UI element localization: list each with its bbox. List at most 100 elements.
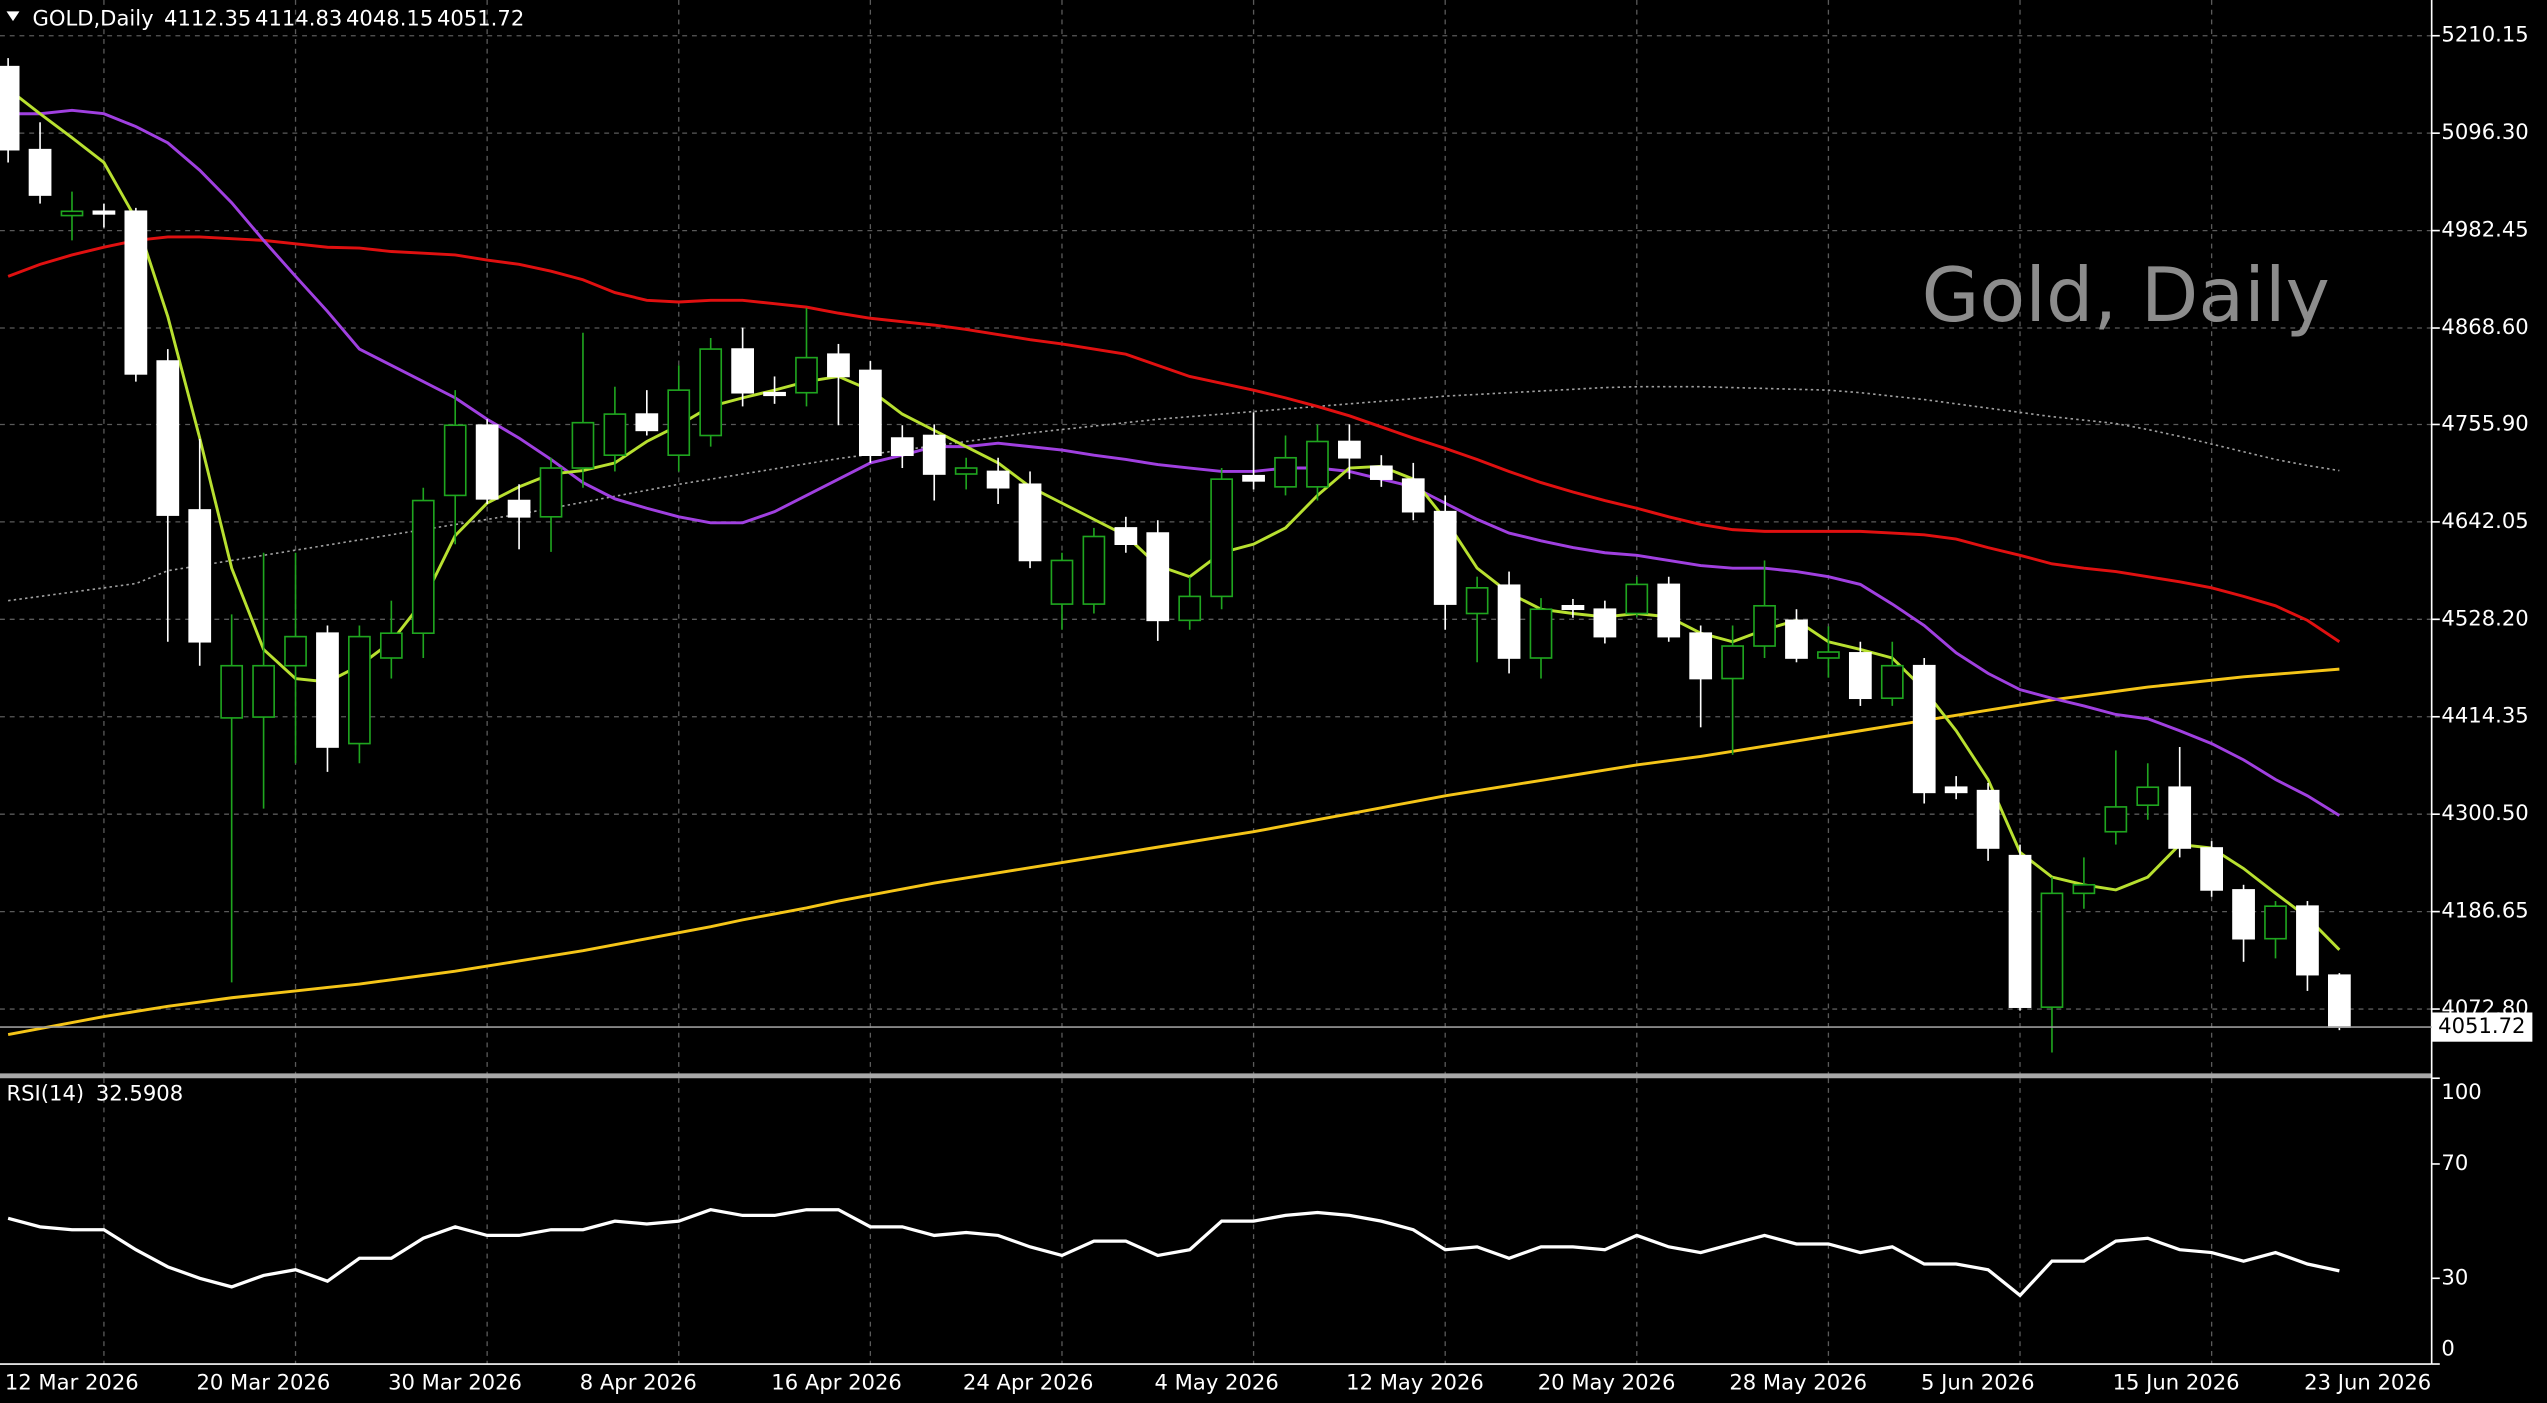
candle-body — [1817, 651, 1840, 659]
moving-average — [7, 235, 2341, 643]
candle-body — [1210, 478, 1234, 598]
candle-body — [156, 360, 180, 516]
candle-body — [2136, 786, 2160, 807]
y-tick-label: 4642.05 — [2441, 508, 2528, 533]
candle-body — [1050, 559, 1074, 605]
y-tick-label: 4528.20 — [2441, 605, 2528, 630]
candle-body — [1529, 608, 1553, 659]
candle-body — [188, 509, 212, 643]
candle-body — [443, 424, 467, 497]
candle-body — [1880, 664, 1904, 700]
candle-body — [827, 353, 850, 378]
y-tick-label: 5096.30 — [2441, 119, 2528, 144]
y-tick-label: 0 — [2441, 1335, 2454, 1360]
candle-body — [507, 499, 531, 518]
y-tick-label: 4868.60 — [2441, 314, 2528, 339]
candle-body — [1848, 652, 1872, 700]
y-tick-label: 100 — [2441, 1079, 2481, 1104]
y-tick-label: 4300.50 — [2441, 800, 2528, 825]
rsi-value: 32.5908 — [96, 1080, 183, 1105]
candle-body — [986, 470, 1010, 489]
candle-body — [2328, 974, 2351, 1028]
candle-body — [1433, 510, 1457, 605]
candle-body — [411, 499, 435, 635]
candle-body — [1561, 604, 1585, 611]
candle-body — [316, 632, 339, 748]
y-tick-label: 4982.45 — [2441, 217, 2528, 242]
last-low: 4048.15 — [346, 5, 433, 30]
grid-layer — [0, 0, 2432, 1365]
y-tick-label: 4186.65 — [2441, 898, 2528, 923]
candle-body — [922, 434, 946, 475]
y-tick-label: 4414.35 — [2441, 703, 2528, 728]
x-tick-label: 20 May 2026 — [1538, 1370, 1676, 1395]
watermark: Gold, Daily — [1922, 252, 2330, 339]
y-tick-label: 5210.15 — [2441, 22, 2528, 47]
candle-body — [731, 348, 754, 394]
candle-body — [858, 369, 882, 456]
candle-body — [1114, 527, 1138, 546]
candle-body — [1657, 583, 1681, 638]
candle-body — [1721, 645, 1744, 680]
candle-body — [1146, 532, 1170, 622]
candle-body — [2008, 854, 2032, 1008]
x-tick-label: 23 Jun 2026 — [2304, 1370, 2431, 1395]
candle-body — [284, 635, 307, 667]
candle-body — [1178, 595, 1202, 622]
candle-body — [92, 210, 116, 215]
candle-body — [475, 424, 499, 500]
candle-body — [0, 65, 20, 151]
rsi-title: RSI(14) — [6, 1080, 84, 1105]
rsi-line — [7, 1208, 2340, 1298]
candle-body — [571, 421, 595, 469]
x-tick-label: 12 Mar 2026 — [5, 1370, 139, 1395]
candle-body — [220, 664, 244, 719]
candle-body — [2104, 806, 2128, 833]
x-tick-label: 5 Jun 2026 — [1921, 1370, 2035, 1395]
candle-body — [1018, 483, 1042, 562]
menu-triangle[interactable] — [6, 11, 20, 22]
candle-body — [28, 148, 52, 196]
x-tick-label: 16 Apr 2026 — [771, 1370, 902, 1395]
last-open: 4112.35 — [164, 5, 251, 30]
x-tick-label: 8 Apr 2026 — [580, 1370, 697, 1395]
candle-body — [1242, 474, 1265, 482]
candle-body — [2040, 892, 2064, 1008]
current-price-label: 4051.72 — [2438, 1013, 2525, 1038]
candle-body — [763, 391, 786, 397]
x-tick-label: 24 Apr 2026 — [963, 1370, 1094, 1395]
candle-body — [2232, 889, 2255, 940]
candle-body — [635, 413, 659, 432]
candle-body — [1753, 604, 1776, 647]
candle-body — [539, 467, 563, 518]
x-tick-label: 30 Mar 2026 — [388, 1370, 522, 1395]
candle-body — [1082, 535, 1106, 605]
candle-body — [954, 467, 978, 475]
candle-body — [1338, 440, 1361, 459]
y-tick-label: 4755.90 — [2441, 410, 2528, 435]
candle-body — [379, 632, 403, 659]
candle-body — [1689, 632, 1713, 680]
candle-body — [2296, 905, 2319, 976]
y-tick-label: 30 — [2441, 1264, 2468, 1289]
moving-average — [8, 108, 2341, 817]
x-tick-label: 20 Mar 2026 — [196, 1370, 330, 1395]
candle-body — [1785, 619, 1808, 659]
current-price-box — [2431, 1012, 2533, 1042]
candle-body — [1944, 786, 1968, 794]
last-close: 4051.72 — [437, 5, 524, 30]
candle-body — [2168, 786, 2192, 849]
candle-body — [1912, 664, 1936, 794]
symbol-title: GOLD,Daily — [32, 5, 153, 30]
candle-body — [890, 437, 914, 456]
candle-body — [795, 356, 818, 394]
moving-average — [7, 667, 2340, 1036]
candle-body — [60, 210, 84, 217]
candle-body — [667, 389, 691, 456]
x-tick-label: 12 May 2026 — [1346, 1370, 1484, 1395]
x-tick-label: 15 Jun 2026 — [2113, 1370, 2240, 1395]
candle-body — [603, 413, 627, 456]
candle-body — [1306, 440, 1329, 488]
